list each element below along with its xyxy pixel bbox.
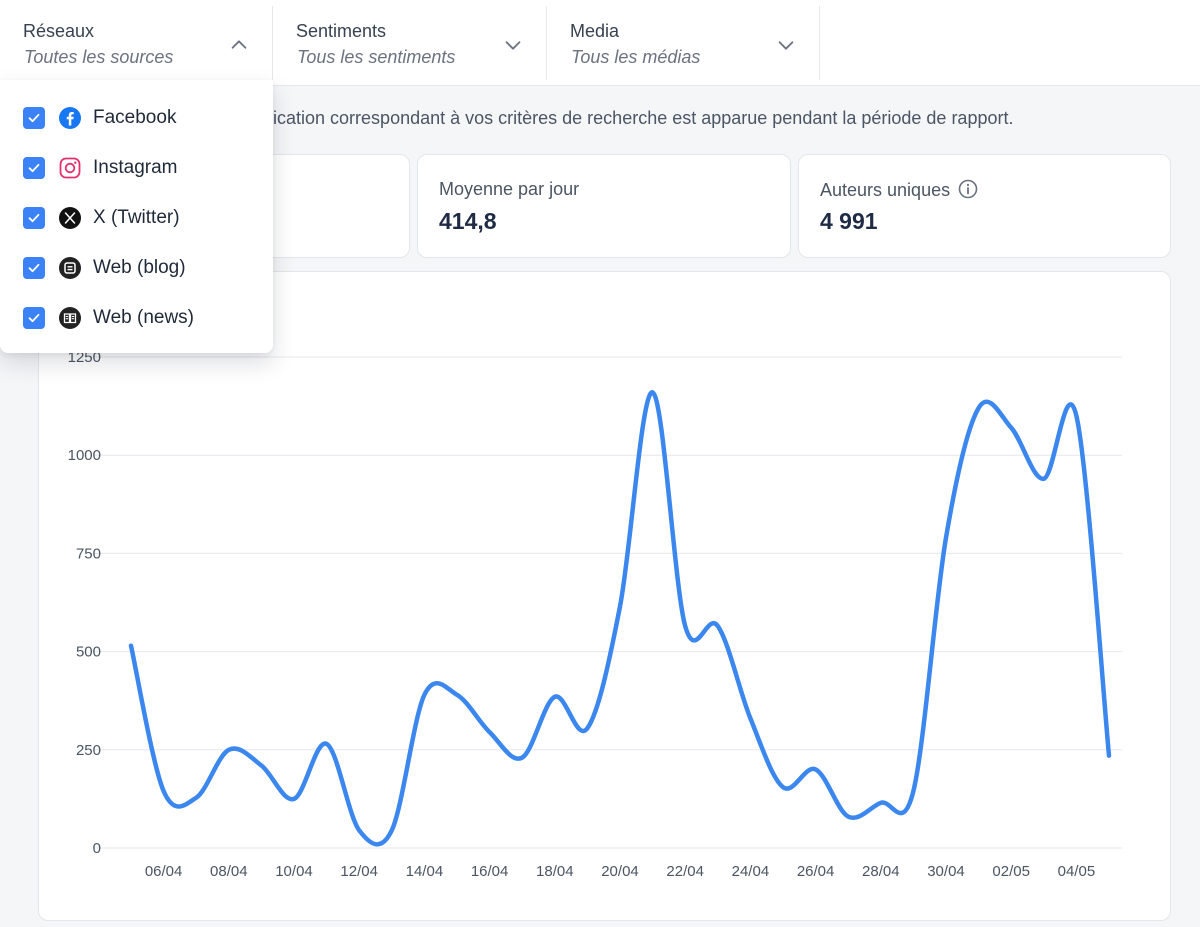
chevron-up-icon[interactable] [228,34,250,56]
x-tick-label: 06/04 [145,863,183,880]
y-tick-label: 750 [76,545,101,562]
data-point[interactable] [1038,473,1050,485]
checkbox[interactable] [23,207,45,229]
chevron-down-icon[interactable] [502,34,524,56]
filter-sentiments-value: Tous les sentiments [297,47,456,67]
data-point[interactable] [451,689,463,701]
data-point[interactable] [810,763,822,775]
x-twitter-icon [59,207,81,229]
filter-sentiments[interactable]: Sentiments Tous les sentiments [273,6,547,80]
news-icon [59,307,81,329]
x-tick-label: 28/04 [862,863,900,880]
series-line [128,390,1112,847]
stat-label: Moyenne par jour [439,179,580,199]
network-label: Facebook [93,107,177,128]
publications-line-chart: 0 250 500 750 1000 1250 06/04 08/04 10/04 12/04 14… [68,349,1122,880]
filter-media[interactable]: Media Tous les médias [547,6,820,80]
x-tick-label: 10/04 [275,863,313,880]
checkbox[interactable] [23,257,45,279]
stat-value: 414,8 [439,208,497,234]
x-tick-label: 18/04 [536,863,574,880]
filter-sentiments-label: Sentiments [296,21,387,41]
instagram-icon [59,157,81,179]
network-option-x-twitter[interactable]: X (Twitter) [0,198,273,238]
network-label: Web (blog) [93,257,186,278]
data-point[interactable] [581,722,593,734]
data-point[interactable] [1070,410,1082,422]
network-option-web-news[interactable]: Web (news) [0,298,273,338]
filter-bar: Réseaux Toutes les sources Sentiments To… [0,0,1200,86]
checkbox[interactable] [23,107,45,129]
data-point[interactable] [842,811,854,823]
data-point[interactable] [744,712,756,724]
data-point[interactable] [125,640,137,652]
data-point[interactable] [679,620,691,632]
data-point[interactable] [484,726,496,738]
data-point[interactable] [1005,422,1017,434]
data-point[interactable] [255,760,267,772]
filter-media-value: Tous les médias [571,47,701,67]
data-point[interactable] [386,824,398,836]
report-description: plication correspondant à vos critères d… [259,108,1014,128]
x-tick-label: 26/04 [797,863,835,880]
network-label: Instagram [93,157,178,178]
y-tick-label: 500 [76,644,101,661]
y-tick-label: 1000 [68,447,101,464]
x-tick-label: 30/04 [927,863,965,880]
network-option-facebook[interactable]: Facebook [0,98,273,138]
network-option-web-blog[interactable]: Web (blog) [0,248,273,288]
filter-networks-value: Toutes les sources [24,47,174,67]
checkbox[interactable] [23,307,45,329]
stat-label: Auteurs uniques [820,180,951,200]
network-label: X (Twitter) [93,207,180,228]
blog-icon [59,257,81,279]
facebook-icon [59,107,81,129]
data-point[interactable] [614,600,626,612]
x-tick-label: 20/04 [601,863,639,880]
stat-card-unique-authors: Auteurs uniques 4 991 [798,154,1171,258]
filter-media-label: Media [570,21,620,41]
publications-chart-card: 0 250 500 750 1000 1250 06/04 08/04 10/04 12/04 14… [38,271,1171,921]
x-tick-label: 08/04 [210,863,248,880]
y-tick-label: 1250 [68,349,101,366]
data-point[interactable] [190,792,202,804]
x-tick-label: 12/04 [340,863,378,880]
x-tick-label: 02/05 [992,863,1030,880]
data-point[interactable] [907,785,919,797]
data-point[interactable] [223,744,235,756]
data-point[interactable] [516,752,528,764]
networks-dropdown: Facebook Instagram X (Twitter) Web (blog… [0,80,273,353]
y-tick-label: 0 [93,840,101,857]
data-point[interactable] [940,532,952,544]
data-point[interactable] [353,824,365,836]
data-point[interactable] [1103,750,1115,762]
network-option-instagram[interactable]: Instagram [0,148,273,188]
info-icon[interactable] [958,179,978,199]
network-label: Web (news) [93,307,195,328]
y-tick-label: 250 [76,742,101,759]
data-point[interactable] [875,797,887,809]
data-point[interactable] [549,691,561,703]
chevron-down-icon[interactable] [775,34,797,56]
checkbox[interactable] [23,157,45,179]
x-tick-label: 16/04 [471,863,509,880]
x-tick-label: 24/04 [732,863,770,880]
filter-networks-label: Réseaux [23,21,95,41]
filter-networks[interactable]: Réseaux Toutes les sources [0,6,273,80]
stat-value: 4 991 [820,208,878,234]
stat-card-daily-average: Moyenne par jour 414,8 [417,154,791,258]
data-point[interactable] [418,689,430,701]
data-point[interactable] [158,785,170,797]
data-point[interactable] [647,386,659,398]
x-tick-label: 14/04 [406,863,444,880]
data-point[interactable] [288,793,300,805]
x-tick-label: 22/04 [666,863,704,880]
data-point[interactable] [777,781,789,793]
x-tick-label: 04/05 [1058,863,1096,880]
data-point[interactable] [973,402,985,414]
data-point[interactable] [321,738,333,750]
stat-label-row: Auteurs uniques [820,179,978,201]
data-point[interactable] [712,620,724,632]
